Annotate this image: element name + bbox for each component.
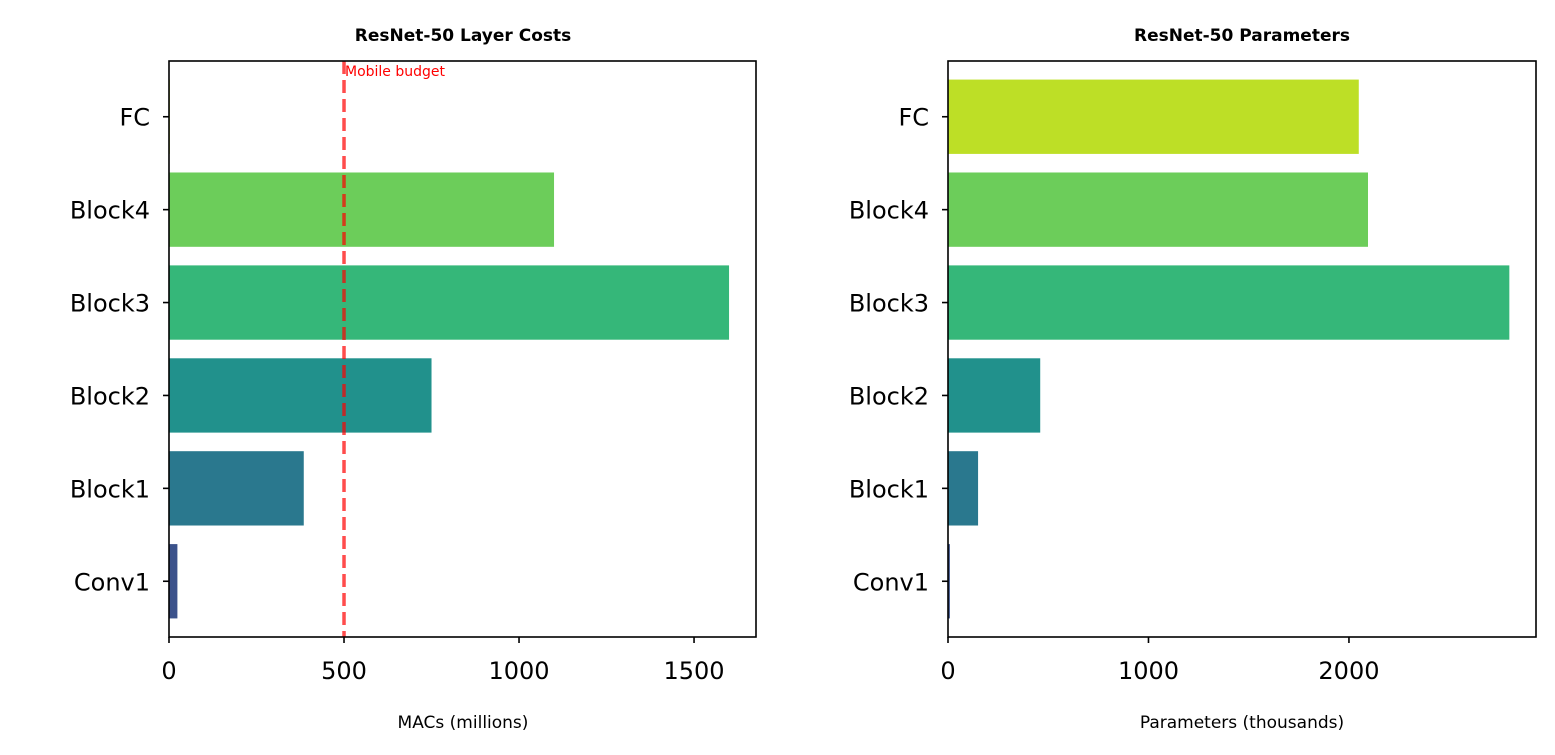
axes-frame xyxy=(947,60,1537,638)
bar-conv1 xyxy=(169,544,178,619)
x-tick-label: 1000 xyxy=(488,657,549,685)
x-tick-label: 2000 xyxy=(1318,657,1379,685)
y-tick-label: Block1 xyxy=(849,475,929,503)
x-tick-label: 1500 xyxy=(664,657,725,685)
bar-block4 xyxy=(948,172,1368,247)
x-axis-label: MACs (millions) xyxy=(398,713,529,733)
bar-block1 xyxy=(169,451,304,526)
x-tick-label: 500 xyxy=(321,657,367,685)
y-tick-label: Conv1 xyxy=(853,568,929,596)
x-axis-label: Parameters (thousands) xyxy=(1140,713,1344,733)
y-tick-label: Block4 xyxy=(70,197,150,225)
y-tick-label: Block3 xyxy=(849,290,929,318)
x-tick-label: 0 xyxy=(161,657,176,685)
chart-parameters: ResNet-50 Parameters Conv1 Block1 Block2 Bl… xyxy=(849,26,1537,733)
bar-block4 xyxy=(169,172,555,247)
bar-block3 xyxy=(948,265,1510,340)
chart-layer-costs: ResNet-50 Layer Costs Mobile budget Conv… xyxy=(70,26,757,733)
x-ticks: 0 500 1000 1500 xyxy=(161,637,725,685)
y-tick-label: Block3 xyxy=(70,290,150,318)
bars-group xyxy=(948,79,1510,619)
y-tick-label: FC xyxy=(119,104,150,132)
reference-line-label: Mobile budget xyxy=(345,64,446,80)
axes-frame xyxy=(168,60,757,638)
y-tick-label: FC xyxy=(898,104,929,132)
y-tick-label: Block2 xyxy=(70,382,150,410)
x-ticks: 0 1000 2000 xyxy=(940,637,1379,685)
chart-title: ResNet-50 Layer Costs xyxy=(355,26,571,46)
bar-fc xyxy=(948,79,1359,154)
y-ticks: Conv1 Block1 Block2 Block3 Block4 FC xyxy=(849,104,948,596)
bar-block3 xyxy=(169,265,730,340)
y-tick-label: Block1 xyxy=(70,475,150,503)
x-tick-label: 1000 xyxy=(1118,657,1179,685)
bar-block2 xyxy=(169,358,432,433)
y-tick-label: Conv1 xyxy=(74,568,150,596)
x-tick-label: 0 xyxy=(940,657,955,685)
y-ticks: Conv1 Block1 Block2 Block3 Block4 FC xyxy=(70,104,169,596)
y-tick-label: Block2 xyxy=(849,382,929,410)
chart-title: ResNet-50 Parameters xyxy=(1134,26,1350,46)
y-tick-label: Block4 xyxy=(849,197,929,225)
bars-group xyxy=(169,79,730,619)
bar-block1 xyxy=(948,451,979,526)
reference-line-group: Mobile budget xyxy=(342,61,446,637)
bar-conv1 xyxy=(948,544,950,619)
bar-block2 xyxy=(948,358,1041,433)
